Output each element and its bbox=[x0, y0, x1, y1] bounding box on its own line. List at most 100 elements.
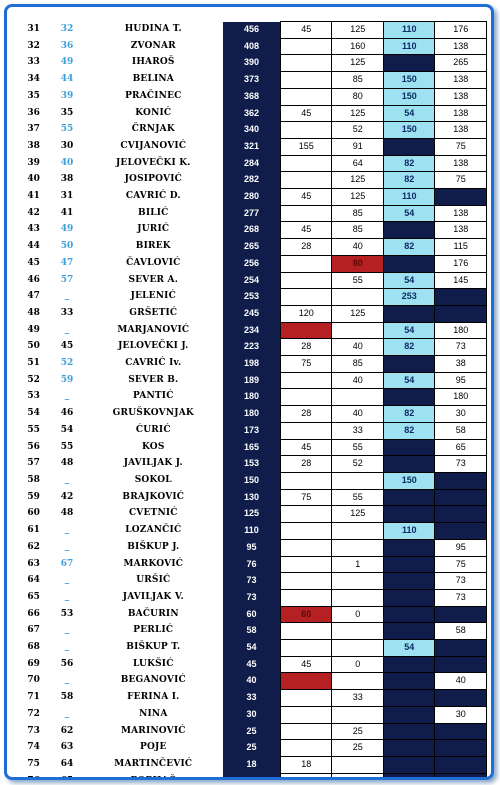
tournament-points-cell: 115 bbox=[434, 238, 487, 256]
tournament-points-cell: 110 bbox=[382, 37, 436, 56]
tournament-points-cell bbox=[434, 772, 487, 777]
tournament-points-cell: 265 bbox=[434, 54, 487, 73]
tournament-points-cell bbox=[434, 471, 487, 490]
table-row: 66 53 BAČURIN 60 60 0 bbox=[17, 605, 487, 624]
total-points-cell: 73 bbox=[222, 589, 281, 607]
player-name-cell: SOKOL bbox=[134, 474, 172, 485]
player-name-cell: BELINA bbox=[132, 74, 174, 85]
table-row: 42 41 BILIĆ 277 85 54 138 bbox=[17, 204, 487, 223]
table-row: 75 64 MARTINČEVIĆ 18 18 bbox=[17, 755, 487, 774]
tournament-points-cell: 58 bbox=[434, 421, 487, 440]
rank-cell: 57 bbox=[27, 458, 40, 469]
rank-cell: 63 bbox=[27, 558, 40, 569]
total-points-cell: 95 bbox=[222, 539, 281, 556]
rank-cell: 60 bbox=[27, 508, 40, 519]
rank-cell: 74 bbox=[27, 742, 40, 753]
total-points-cell: 223 bbox=[222, 338, 281, 356]
tournament-points-cell: 82 bbox=[382, 421, 436, 440]
player-name-cell: PERLIĆ bbox=[133, 625, 174, 636]
rank-cell: 46 bbox=[27, 274, 40, 285]
tournament-points-cell bbox=[331, 588, 384, 607]
table-row: 39 40 JELOVEČKI K. 284 64 82 138 bbox=[17, 154, 487, 173]
tournament-points-cell bbox=[331, 622, 384, 641]
rank-cell: 40 bbox=[27, 174, 40, 185]
rank-cell: 68 bbox=[27, 642, 40, 653]
table-row: 68 _ BIŠKUP T. 54 54 bbox=[17, 639, 487, 657]
tournament-points-cell bbox=[279, 722, 333, 741]
player-name-cell: SEVER A. bbox=[128, 274, 179, 285]
rank-cell: 31 bbox=[27, 24, 40, 34]
player-name-cell: BEGANOVIĆ bbox=[120, 675, 186, 686]
tournament-points-cell: 55 bbox=[331, 488, 384, 507]
player-name-cell: HUDINA T. bbox=[124, 24, 182, 34]
table-row: 58 _ SOKOL 150 150 bbox=[17, 471, 487, 490]
player-name-cell: POPIJAČ bbox=[84, 773, 223, 777]
tournament-points-cell: 138 bbox=[434, 104, 487, 123]
previous-rank-cell: _ bbox=[64, 642, 70, 653]
total-points-cell: 284 bbox=[222, 155, 281, 172]
tournament-points-cell bbox=[434, 505, 487, 524]
player-name-cell: JURIĆ bbox=[137, 224, 170, 235]
tournament-points-cell: 54 bbox=[382, 371, 436, 390]
tournament-points-cell bbox=[382, 739, 436, 757]
tournament-points-cell bbox=[331, 672, 384, 691]
rank-cell: 52 bbox=[27, 374, 40, 385]
rank-cell: 55 bbox=[27, 424, 40, 435]
table-row: 43 49 JURIĆ 268 45 85 138 bbox=[17, 221, 487, 240]
total-points-cell: 282 bbox=[222, 171, 281, 189]
previous-rank-cell: _ bbox=[64, 474, 70, 485]
tournament-points-cell: 18 bbox=[279, 772, 333, 777]
tournament-points-cell bbox=[279, 154, 333, 173]
previous-rank-cell: 55 bbox=[60, 124, 74, 135]
previous-rank-cell: 49 bbox=[60, 57, 74, 68]
tournament-points-cell: 58 bbox=[434, 622, 487, 641]
tournament-points-cell: 52 bbox=[331, 455, 384, 473]
tournament-points-cell: 82 bbox=[382, 338, 436, 357]
tournament-points-cell: 75 bbox=[434, 137, 487, 156]
tournament-points-cell: 138 bbox=[434, 121, 487, 139]
tournament-points-cell bbox=[382, 672, 436, 691]
tournament-points-cell: 73 bbox=[434, 455, 487, 473]
tournament-points-cell: 80 bbox=[331, 87, 384, 106]
tournament-points-cell bbox=[382, 605, 436, 624]
player-name-cell: ČAVLOVIĆ bbox=[126, 257, 181, 268]
total-points-cell: 254 bbox=[222, 272, 281, 289]
tournament-points-cell: 176 bbox=[434, 254, 487, 273]
table-row: 46 57 SEVER A. 254 55 54 145 bbox=[17, 271, 487, 290]
table-row: 60 48 CVETNIĆ 125 125 bbox=[17, 505, 487, 524]
tournament-points-cell: 125 bbox=[331, 54, 384, 73]
tournament-points-cell bbox=[434, 722, 487, 741]
tournament-points-cell bbox=[382, 221, 436, 240]
tournament-points-cell bbox=[279, 321, 333, 340]
tournament-points-cell: 138 bbox=[434, 221, 487, 240]
tournament-points-cell: 82 bbox=[382, 154, 436, 173]
tournament-points-cell: 138 bbox=[434, 87, 487, 106]
table-row: 57 48 JAVILJAK J. 153 28 52 73 bbox=[17, 455, 487, 473]
tournament-points-cell bbox=[279, 522, 333, 540]
tournament-points-cell: 120 bbox=[279, 304, 333, 323]
tournament-points-cell: 75 bbox=[434, 171, 487, 190]
previous-rank-cell: _ bbox=[64, 541, 70, 552]
tournament-points-cell: 55 bbox=[331, 438, 384, 457]
tournament-points-cell bbox=[279, 555, 333, 574]
tournament-points-cell: 54 bbox=[382, 271, 436, 290]
tournament-points-cell bbox=[434, 488, 487, 507]
tournament-points-cell bbox=[279, 121, 333, 139]
tournament-points-cell: 82 bbox=[382, 238, 436, 256]
previous-rank-cell: 53 bbox=[60, 608, 74, 619]
table-row: 35 39 PRAČINEC 368 80 150 138 bbox=[17, 87, 487, 106]
previous-rank-cell: 40 bbox=[60, 157, 74, 168]
table-row: 64 _ URŠIĆ 73 73 bbox=[17, 572, 487, 590]
tournament-points-cell bbox=[382, 622, 436, 641]
tournament-points-cell: 125 bbox=[331, 171, 384, 190]
tournament-points-cell bbox=[434, 522, 487, 540]
tournament-points-cell: 82 bbox=[382, 171, 436, 190]
tournament-points-cell bbox=[382, 455, 436, 473]
total-points-cell: 340 bbox=[222, 121, 281, 139]
previous-rank-cell: 35 bbox=[60, 107, 74, 118]
previous-rank-cell: 64 bbox=[60, 758, 74, 769]
tournament-points-cell: 75 bbox=[279, 355, 333, 373]
tournament-points-cell bbox=[279, 622, 333, 641]
previous-rank-cell: 62 bbox=[60, 725, 74, 736]
table-row: 59 42 BRAJKOVIĆ 130 75 55 bbox=[17, 488, 487, 507]
